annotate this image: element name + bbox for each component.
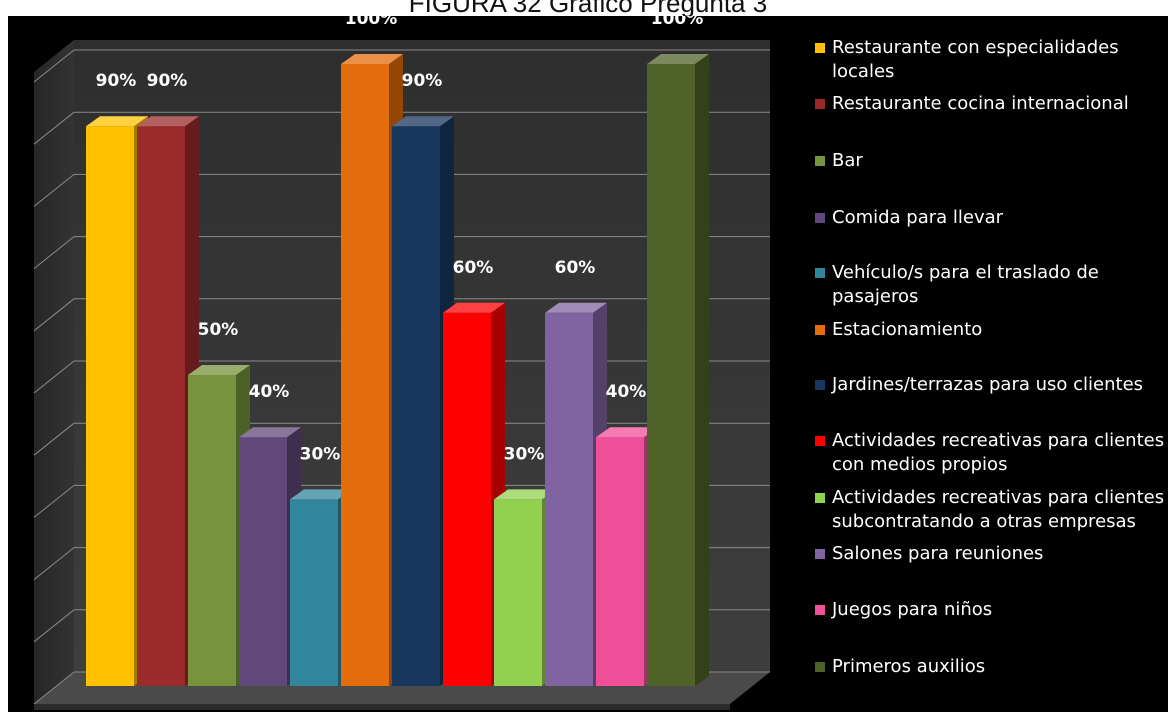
data-label: 40%: [249, 382, 290, 402]
gridline-side: [33, 360, 75, 394]
gridline-side: [33, 485, 75, 518]
data-label: 50%: [198, 320, 239, 340]
legend-swatch: [815, 268, 825, 278]
legend-item: Salones para reuniones: [815, 542, 1176, 566]
bar-top: [239, 427, 301, 438]
bar: [647, 54, 709, 686]
legend-label: Estacionamiento: [832, 319, 983, 340]
legend-swatch: [815, 99, 825, 109]
gridline-side: [33, 174, 75, 207]
data-label: 60%: [453, 258, 494, 278]
data-label: 90%: [147, 71, 188, 91]
bar-top: [392, 116, 454, 127]
legend-label: Restaurante cocina internacional: [832, 93, 1129, 114]
bar-front: [341, 64, 389, 686]
legend-item: Jardines/terrazas para uso clientes: [815, 373, 1176, 397]
bar-front: [545, 312, 593, 686]
legend-label: Juegos para niños: [832, 599, 993, 620]
legend-label: Primeros auxilios: [832, 656, 986, 677]
legend-item: Estacionamiento: [815, 318, 1176, 342]
data-label: 30%: [300, 444, 341, 464]
data-label: 40%: [606, 382, 647, 402]
gridline-side: [33, 111, 75, 145]
data-label: 30%: [504, 444, 545, 464]
bar-top: [290, 489, 352, 500]
bar-front: [188, 375, 236, 686]
bar-top: [188, 365, 250, 375]
bar-front: [290, 499, 338, 686]
legend-swatch: [815, 493, 825, 503]
bar-top: [596, 427, 658, 438]
gridline-side: [33, 547, 75, 580]
gridline-side: [33, 298, 75, 332]
gridline-side: [33, 609, 75, 643]
bar-top: [341, 54, 403, 64]
bar-top: [137, 116, 199, 127]
legend-swatch: [815, 605, 825, 615]
legend-swatch: [815, 436, 825, 446]
bar-front: [443, 312, 491, 686]
legend-swatch: [815, 156, 825, 166]
gridline-side: [33, 671, 75, 705]
bar-top: [647, 54, 709, 64]
data-label: 90%: [96, 71, 137, 91]
data-labels: 90% 90% 50% 40% 30% 100% 90% 60% 30% 60% 40% 100%: [96, 16, 704, 464]
data-label: 100%: [651, 16, 704, 29]
legend-label: Salones para reuniones: [832, 543, 1044, 564]
bar-front: [137, 126, 185, 686]
legend-item: Juegos para niños: [815, 598, 1176, 622]
gridline-side: [33, 422, 75, 456]
legend-item: Restaurante con especialidades locales: [815, 36, 1176, 84]
bars: [86, 54, 709, 686]
legend-swatch: [815, 549, 825, 559]
bar-top: [545, 302, 607, 313]
chart-panel: 90% 90% 50% 40% 30% 100% 90% 60% 30% 60% 40% 100% R…: [8, 16, 1168, 712]
bar-front: [239, 437, 287, 686]
legend-swatch: [815, 213, 825, 223]
legend-swatch: [815, 43, 825, 53]
legend-item: Vehículo/s para el traslado de pasajeros: [815, 261, 1176, 309]
legend-item: Actividades recreativas para clientes co…: [815, 429, 1176, 477]
legend-label: Vehículo/s para el traslado de pasajeros: [832, 262, 1099, 307]
bar-front: [494, 499, 542, 686]
bar-front: [86, 126, 134, 686]
legend-swatch: [815, 325, 825, 335]
bar-side: [695, 54, 709, 686]
gridline-side: [33, 49, 75, 83]
bar-top: [86, 116, 148, 127]
legend-item: Actividades recreativas para clientes su…: [815, 486, 1176, 534]
legend-swatch: [815, 662, 825, 672]
legend-item: Bar: [815, 149, 1176, 173]
chart-floor-front: [34, 704, 730, 710]
legend-label: Actividades recreativas para clientes co…: [832, 430, 1165, 475]
data-label: 60%: [555, 258, 596, 278]
data-label: 90%: [402, 71, 443, 91]
data-label: 100%: [345, 16, 398, 29]
legend-label: Restaurante con especialidades locales: [832, 37, 1119, 82]
gridline-side: [33, 236, 75, 269]
legend-label: Comida para llevar: [832, 207, 1004, 228]
legend-item: Comida para llevar: [815, 206, 1176, 230]
legend-label: Bar: [832, 150, 863, 171]
bar-front: [647, 64, 695, 686]
legend-label: Actividades recreativas para clientes su…: [832, 487, 1165, 532]
legend-label: Jardines/terrazas para uso clientes: [832, 374, 1144, 395]
legend-item: Primeros auxilios: [815, 655, 1176, 679]
bar-top: [494, 489, 556, 500]
chart-side-wall: [34, 40, 74, 704]
chart-title: FIGURA 32 Gráfico Pregunta 3: [408, 0, 768, 18]
bar-front: [392, 126, 440, 686]
legend-swatch: [815, 380, 825, 390]
legend-item: Restaurante cocina internacional: [815, 92, 1176, 116]
bar-front: [596, 437, 644, 686]
bar-top: [443, 302, 505, 313]
bar-chart: 90% 90% 50% 40% 30% 100% 90% 60% 30% 60% 40% 100%: [33, 16, 770, 710]
